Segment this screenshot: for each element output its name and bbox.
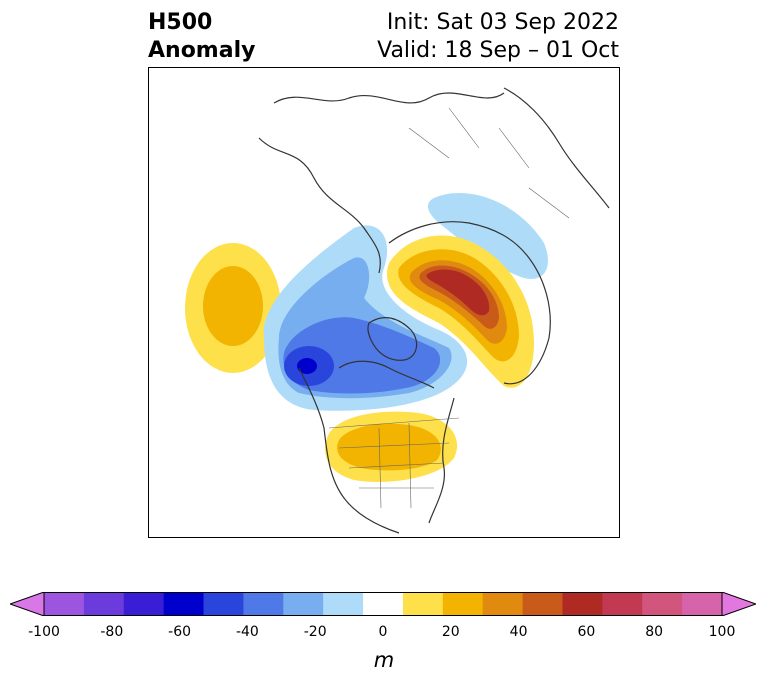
eurasia-arctic-trough	[427, 193, 548, 279]
coastline-east-north-america	[428, 397, 455, 524]
colorbar-extend-min	[10, 592, 45, 616]
coastlines	[258, 87, 610, 534]
colorbar-border	[43, 592, 723, 616]
coastline-scandinavia-region	[503, 87, 610, 209]
colorbar-tick-label: -100	[28, 624, 60, 640]
colorbar	[10, 592, 756, 616]
political-boundaries	[328, 107, 570, 509]
colorbar-segment	[363, 592, 404, 616]
colorbar-segment	[243, 592, 284, 616]
contour-pos-50-atlantic	[426, 269, 490, 316]
coastline-west-north-america	[298, 367, 400, 534]
north-atlantic-ridge	[387, 235, 534, 388]
init-time: Init: Sat 03 Sep 2022	[386, 10, 619, 35]
coastline-europe	[388, 221, 551, 385]
coastline-greenland	[367, 317, 418, 361]
colorbar-tick-label: 40	[509, 624, 528, 640]
boundaries-us-states-vertical	[378, 422, 412, 509]
contour-neg-50	[297, 358, 317, 374]
contour-neg-10-eurasia	[427, 193, 548, 279]
colorbar-segment	[562, 592, 603, 616]
anomaly-map	[185, 87, 610, 534]
coastline-east-asia	[258, 137, 381, 274]
colorbar-tick-label: 0	[378, 624, 388, 640]
colorbar-unit: m	[373, 648, 395, 672]
title-right: Init: Sat 03 Sep 2022 Valid: 18 Sep – 01…	[377, 9, 619, 65]
colorbar-ticks: -100 -80 -60 -40 -20 0 20 40 60 80 100	[0, 624, 768, 644]
contour-pos-20	[203, 266, 263, 346]
colorbar-tick-label: -40	[235, 624, 259, 640]
colorbar-segment	[83, 592, 125, 616]
colorbar-tick-label: -80	[100, 624, 124, 640]
valid-time: Valid: 18 Sep – 01 Oct	[377, 38, 619, 63]
boundaries-us-states	[338, 442, 450, 489]
colorbar-tick-label: 80	[645, 624, 664, 640]
colorbar-segment	[442, 592, 484, 616]
boundary-us-canada	[328, 417, 460, 429]
colorbar-segment	[482, 592, 524, 616]
colorbar-segment	[682, 592, 723, 616]
colorbar-segment	[602, 592, 643, 616]
colorbar-segment	[163, 592, 205, 616]
colorbar-segment	[123, 592, 165, 616]
title-variable: H500	[148, 10, 213, 35]
contour-pos-20-lakes	[337, 423, 441, 471]
north-america-trough	[263, 225, 468, 411]
coastline-arctic-archipelago	[338, 360, 435, 389]
colorbar-segment	[44, 592, 85, 616]
colorbar-tick-label: 20	[441, 624, 460, 640]
great-lakes-ridge	[325, 411, 458, 482]
title-field: Anomaly	[148, 38, 256, 63]
colorbar-segment	[522, 592, 563, 616]
title-left: H500 Anomaly	[148, 9, 255, 65]
boundaries-eurasia	[408, 107, 570, 219]
north-pacific-ridge	[185, 243, 281, 373]
map-panel	[148, 67, 620, 538]
colorbar-tick-label: 60	[577, 624, 596, 640]
colorbar-segment	[203, 592, 244, 616]
colorbar-tick-label: -60	[168, 624, 192, 640]
colorbar-tick-label: 100	[708, 624, 736, 640]
colorbar-segment	[323, 592, 364, 616]
coastline-siberia	[273, 92, 505, 104]
colorbar-segment	[642, 592, 683, 616]
colorbar-segment	[283, 592, 324, 616]
colorbar-extend-max	[721, 592, 756, 616]
colorbar-segment	[402, 592, 444, 616]
colorbar-tick-label: -20	[303, 624, 327, 640]
